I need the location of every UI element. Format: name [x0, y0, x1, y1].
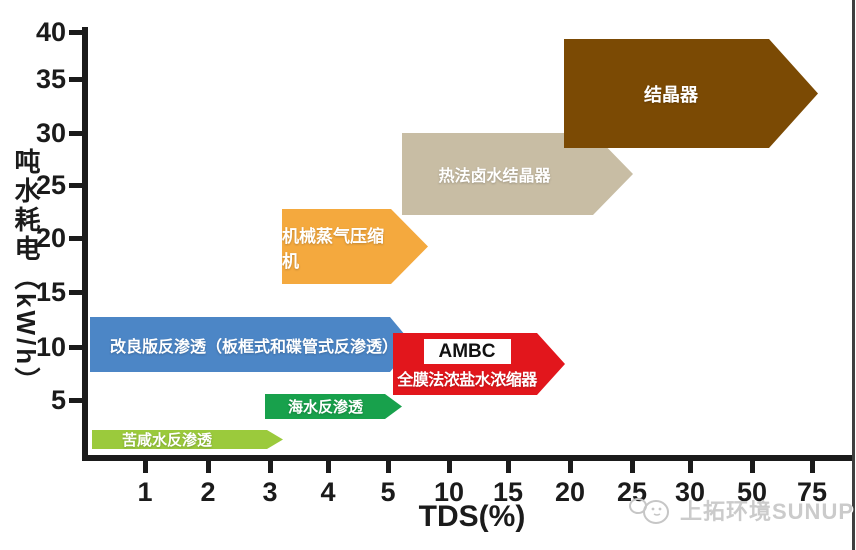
y-tick-mark [69, 131, 88, 136]
x-tick-mark [506, 455, 511, 473]
x-tick-mark [630, 455, 635, 473]
x-tick-label: 75 [796, 477, 828, 507]
x-tick-label: 10 [433, 477, 465, 507]
arrow-label: 苦咸水反渗透 [122, 432, 213, 449]
y-tick-label: 40 [35, 17, 66, 47]
x-tick-label: 20 [554, 477, 586, 507]
y-tick-mark [69, 398, 88, 403]
y-tick-label: 5 [50, 385, 66, 415]
x-tick-label: 50 [736, 477, 768, 507]
arrow-ambc-membrane-brine-concentrator: AMBC 全膜法浓盐水浓缩器 [393, 333, 565, 395]
x-tick-mark [143, 455, 148, 473]
arrow-crystallizer: 结晶器 [564, 39, 818, 148]
x-tick-label: 1 [137, 477, 153, 507]
arrow-brackish-water-reverse-osmosis: 苦咸水反渗透 [92, 430, 283, 449]
watermark-text: 上拓环境SUNUP [680, 499, 855, 524]
y-tick-mark [69, 183, 88, 188]
ambc-badge: AMBC [424, 339, 511, 364]
x-tick-mark [568, 455, 573, 473]
y-tick-label: 25 [35, 170, 66, 200]
y-tick-label: 15 [35, 277, 66, 307]
x-tick-label: 15 [492, 477, 524, 507]
x-tick-mark [206, 455, 211, 473]
x-tick-mark [447, 455, 452, 473]
arrow-mechanical-vapor-compressor: 机械蒸气压缩机 [282, 209, 428, 284]
arrow-seawater-reverse-osmosis: 海水反渗透 [265, 394, 402, 419]
y-tick-label: 10 [35, 332, 66, 362]
arrow-label: 改良版反渗透（板框式和碟管式反渗透） [110, 338, 399, 356]
x-axis-title: TDS(%) [418, 500, 526, 533]
x-tick-mark [326, 455, 331, 473]
x-tick-mark [268, 455, 273, 473]
y-tick-mark [69, 236, 88, 241]
arrow-label: 结晶器 [644, 84, 698, 105]
y-tick-label: 20 [35, 223, 66, 253]
y-axis-line [82, 27, 88, 461]
x-tick-label: 5 [380, 477, 396, 507]
sunup-mascot-icon [629, 498, 669, 524]
y-tick-mark [69, 290, 88, 295]
arrow-label: 海水反渗透 [287, 399, 363, 416]
y-tick-label: 30 [35, 118, 66, 148]
x-tick-label: 30 [674, 477, 706, 507]
arrow-label: 热法卤水结晶器 [438, 168, 551, 185]
x-tick-label: 2 [200, 477, 216, 507]
arrow-label: 机械蒸气压缩机 [282, 226, 384, 271]
y-tick-mark [69, 30, 88, 35]
image-right-border [852, 0, 855, 550]
x-tick-mark [810, 455, 815, 473]
x-tick-mark [750, 455, 755, 473]
watermark: 上拓环境SUNUP [626, 492, 854, 528]
y-tick-label: 35 [35, 64, 66, 94]
x-tick-mark [386, 455, 391, 473]
x-tick-mark [688, 455, 693, 473]
x-tick-label: 4 [320, 477, 336, 507]
x-tick-label: 3 [262, 477, 278, 507]
arrow-label: 全膜法浓盐水浓缩器 [397, 371, 537, 389]
x-axis-line [82, 455, 852, 461]
arrow-improved-reverse-osmosis: 改良版反渗透（板框式和碟管式反渗透） [90, 317, 413, 372]
y-axis-title: 吨水耗电（kW/h） [11, 148, 41, 397]
y-tick-mark [69, 77, 88, 82]
y-tick-mark [69, 345, 88, 350]
